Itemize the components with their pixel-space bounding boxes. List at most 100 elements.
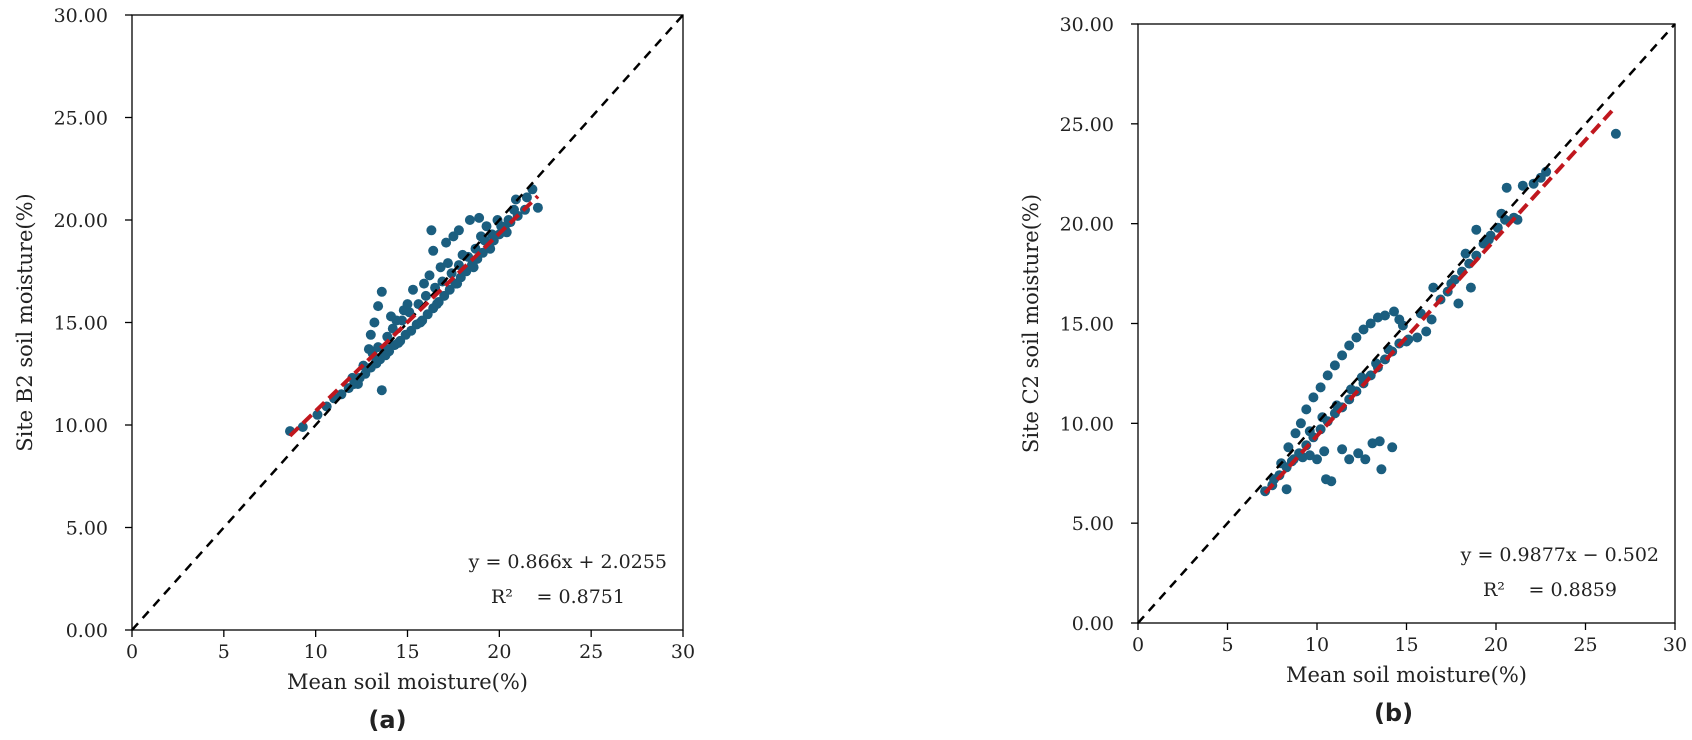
data-point — [1501, 182, 1512, 193]
data-point — [365, 329, 376, 340]
data-point — [376, 286, 387, 297]
data-point — [1301, 404, 1312, 415]
data-point — [1344, 340, 1355, 351]
data-point — [430, 282, 441, 293]
x-tick-label: 20 — [1484, 634, 1508, 656]
data-point — [297, 422, 308, 432]
data-point — [474, 212, 485, 223]
data-point — [1471, 224, 1482, 235]
data-point — [1322, 370, 1333, 381]
x-axis-title-a: Mean soil moisture(%) — [287, 670, 528, 694]
x-tick-label: 5 — [218, 641, 230, 663]
data-point — [1380, 310, 1390, 321]
data-point — [1326, 476, 1337, 487]
data-point — [393, 338, 404, 348]
y-tick-label: 5.00 — [66, 518, 108, 540]
x-tick-label: 0 — [1132, 634, 1144, 656]
data-point — [453, 225, 464, 236]
y-tick-label: 0.00 — [1072, 613, 1114, 635]
data-point — [1483, 234, 1494, 245]
data-point — [1517, 180, 1528, 191]
x-axis-ticks-b: 0 5 10 15 20 25 30 — [1132, 623, 1687, 656]
identity-line-a — [131, 14, 684, 631]
data-point — [415, 317, 426, 328]
r-squared-value-b: = 0.8859 — [1529, 579, 1617, 601]
regression-equation-a: y = 0.866x + 2.0255 — [468, 551, 667, 573]
x-axis-title-b: Mean soil moisture(%) — [1286, 663, 1527, 687]
data-point — [1389, 306, 1399, 317]
data-point — [476, 231, 486, 242]
data-point — [1346, 384, 1356, 395]
data-point — [1295, 418, 1306, 429]
r-squared-value-a: = 0.8751 — [537, 586, 625, 608]
data-point — [424, 270, 435, 281]
data-point — [441, 237, 452, 248]
data-point — [1358, 324, 1369, 335]
x-tick-label: 10 — [304, 641, 328, 663]
scatter-points-a — [285, 184, 543, 437]
y-tick-label: 15.00 — [1060, 314, 1114, 336]
scatter-points-b — [1260, 128, 1621, 497]
y-axis-title-b: Site C2 soil moisture(%) — [1019, 194, 1043, 453]
data-point — [373, 342, 384, 353]
data-point — [382, 331, 393, 342]
y-tick-label: 10.00 — [1060, 413, 1114, 435]
x-tick-label: 20 — [487, 641, 511, 663]
data-point — [1528, 178, 1539, 189]
data-point — [1428, 282, 1439, 293]
y-tick-label: 5.00 — [1072, 513, 1114, 535]
data-point — [1403, 334, 1414, 345]
data-point — [452, 278, 463, 289]
panel-caption-a: (a) — [368, 706, 406, 734]
data-point — [428, 245, 439, 256]
data-point — [521, 192, 532, 203]
data-point — [402, 299, 413, 310]
x-tick-label: 0 — [126, 641, 138, 663]
data-point — [426, 225, 437, 236]
data-point — [431, 299, 442, 310]
x-axis-ticks-a: 0 5 10 15 20 25 30 — [126, 630, 695, 663]
y-tick-label: 30.00 — [1060, 14, 1114, 36]
data-point — [1319, 446, 1330, 457]
x-tick-label: 30 — [671, 641, 695, 663]
data-point — [1387, 442, 1398, 453]
regression-line-b — [1263, 109, 1614, 495]
data-point — [369, 317, 380, 328]
x-tick-label: 30 — [1663, 634, 1687, 656]
regression-equation-b: y = 0.9877x − 0.502 — [1460, 544, 1659, 566]
data-point — [1512, 214, 1523, 225]
data-point — [442, 258, 453, 269]
data-point — [1312, 454, 1322, 465]
y-tick-label: 20.00 — [54, 210, 108, 232]
x-tick-label: 5 — [1221, 634, 1233, 656]
data-point — [1356, 372, 1367, 383]
data-point — [1365, 318, 1376, 329]
x-tick-label: 15 — [1394, 634, 1418, 656]
data-point — [387, 323, 398, 334]
identity-line-b — [1137, 23, 1676, 624]
data-point — [420, 290, 431, 301]
r-squared-label-a: R² — [491, 586, 513, 608]
data-point — [1337, 350, 1348, 361]
y-tick-label: 10.00 — [54, 415, 108, 437]
data-point — [1421, 326, 1432, 337]
data-point — [1281, 484, 1292, 495]
data-point — [1465, 282, 1476, 293]
data-point — [408, 284, 418, 295]
data-point — [336, 389, 347, 400]
data-point — [371, 356, 382, 367]
data-point — [1426, 314, 1437, 325]
x-tick-label: 10 — [1305, 634, 1329, 656]
r-squared-label-b: R² — [1483, 579, 1505, 601]
data-point — [1453, 298, 1464, 309]
y-tick-label: 20.00 — [1060, 214, 1114, 236]
data-point — [1283, 442, 1294, 453]
chart-panel-b: 0 5 10 15 20 25 30 0.00 5.00 10.00 15.00 20.00 25.0… — [1019, 14, 1687, 727]
data-point — [1374, 436, 1385, 447]
data-point — [1315, 382, 1326, 393]
data-point — [1308, 392, 1319, 403]
data-point — [464, 215, 475, 225]
data-point — [1344, 454, 1355, 465]
y-tick-label: 30.00 — [54, 5, 108, 27]
